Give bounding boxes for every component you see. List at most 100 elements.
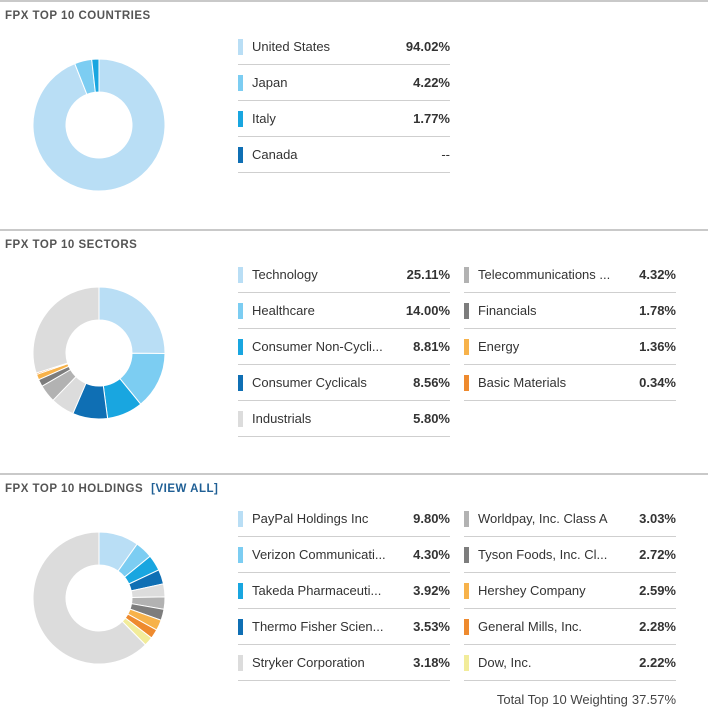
row-label: Takeda Pharmaceuti... [252,583,382,598]
sectors-section: FPX TOP 10 SECTORS Technology 25.11% Healt… [0,229,708,473]
row-value: 3.03% [639,511,676,526]
sectors-row-energy: Energy 1.36% [464,329,676,365]
sectors-row-technology: Technology 25.11% [238,257,450,293]
row-value: 4.22% [413,75,450,90]
row-value: 25.11% [406,267,450,282]
legend-swatch [464,582,469,599]
sectors-row-telecommunications: Telecommunications ... 4.32% [464,257,676,293]
countries-slice-italy [91,58,100,93]
total-weighting-value: 37.57% [631,692,676,707]
row-label: General Mills, Inc. [478,619,583,634]
holdings-row-general-mills-inc: General Mills, Inc. 2.28% [464,609,676,645]
view-all-link[interactable]: [VIEW ALL] [151,483,219,495]
row-label: Thermo Fisher Scien... [252,619,384,634]
sectors-list-left: Technology 25.11% Healthcare 14.00% Consumer… [238,257,450,437]
row-value: 2.72% [639,547,676,562]
holdings-row-hershey-company: Hershey Company 2.59% [464,573,676,609]
legend-swatch [238,38,243,55]
legend-swatch [464,338,469,355]
sectors-row-financials: Financials 1.78% [464,293,676,329]
section-divider [0,229,708,231]
row-value: 8.81% [413,339,450,354]
legend-swatch [464,546,469,563]
sectors-row-consumer-non-cycli: Consumer Non-Cycli... 8.81% [238,329,450,365]
section-divider [0,0,708,2]
row-value: 2.28% [639,619,676,634]
row-value: 14.00% [405,303,450,318]
row-value: 1.36% [639,339,676,354]
row-value: 2.59% [639,583,676,598]
row-value: 1.77% [413,111,450,126]
total-weighting: Total Top 10 Weighting 37.57% [493,692,676,707]
row-value: 4.30% [413,547,450,562]
row-label: Technology [252,267,318,282]
countries-row-japan: Japan 4.22% [238,65,450,101]
sectors-slice-other [32,286,100,374]
legend-swatch [464,510,469,527]
row-label: Japan [252,75,288,90]
legend-swatch [464,374,469,391]
row-label: Verizon Communicati... [252,547,386,562]
sectors-row-consumer-cyclicals: Consumer Cyclicals 8.56% [238,365,450,401]
legend-swatch [238,410,243,427]
row-value: 2.22% [639,655,676,670]
sectors-row-industrials: Industrials 5.80% [238,401,450,437]
legend-swatch [238,266,243,283]
row-value: 94.02% [405,39,450,54]
countries-slice-united-states [32,58,166,192]
sectors-title: FPX TOP 10 SECTORS [5,239,138,251]
legend-swatch [238,374,243,391]
legend-swatch [464,266,469,283]
row-value: 3.92% [413,583,450,598]
countries-row-italy: Italy 1.77% [238,101,450,137]
legend-swatch [464,302,469,319]
legend-swatch [238,654,243,671]
countries-list: United States 94.02% Japan 4.22% Italy 1.77% C… [238,29,450,173]
row-label: Stryker Corporation [252,655,365,670]
holdings-row-verizon-communicati: Verizon Communicati... 4.30% [238,537,450,573]
legend-swatch [238,338,243,355]
row-value: 9.80% [413,511,450,526]
row-value: -- [441,147,450,162]
row-label: Consumer Cyclicals [252,375,367,390]
holdings-title: FPX TOP 10 HOLDINGS [VIEW ALL] [5,483,218,495]
countries-row-united-states: United States 94.02% [238,29,450,65]
holdings-donut-chart [32,531,166,665]
row-value: 3.53% [413,619,450,634]
holdings-row-stryker-corporation: Stryker Corporation 3.18% [238,645,450,681]
row-value: 3.18% [413,655,450,670]
countries-title: FPX TOP 10 COUNTRIES [5,10,151,22]
countries-section: FPX TOP 10 COUNTRIES United States 94.02%… [0,0,708,228]
holdings-row-takeda-pharmaceuti: Takeda Pharmaceuti... 3.92% [238,573,450,609]
legend-swatch [238,510,243,527]
row-label: Italy [252,111,276,126]
legend-swatch [238,74,243,91]
row-label: Canada [252,147,298,162]
row-label: Healthcare [252,303,315,318]
row-value: 8.56% [413,375,450,390]
holdings-row-dow-inc: Dow, Inc. 2.22% [464,645,676,681]
countries-row-canada: Canada -- [238,137,450,173]
row-label: Telecommunications ... [478,267,611,282]
countries-donut-chart [32,58,166,192]
row-label: Basic Materials [478,375,567,390]
row-value: 4.32% [639,267,676,282]
legend-swatch [238,582,243,599]
row-value: 5.80% [413,411,450,426]
section-divider [0,473,708,475]
sectors-list-right: Telecommunications ... 4.32% Financials 1.7… [464,257,676,401]
holdings-section: FPX TOP 10 HOLDINGS [VIEW ALL] PayPal Hol… [0,473,708,716]
row-label: Consumer Non-Cycli... [252,339,383,354]
sectors-row-healthcare: Healthcare 14.00% [238,293,450,329]
legend-swatch [238,110,243,127]
holdings-row-tyson-foods-inc-cl: Tyson Foods, Inc. Cl... 2.72% [464,537,676,573]
row-label: Hershey Company [478,583,586,598]
holdings-row-paypal-holdings-inc: PayPal Holdings Inc 9.80% [238,501,450,537]
row-label: Dow, Inc. [478,655,532,670]
legend-swatch [464,654,469,671]
sectors-slice-technology [98,286,166,354]
holdings-list-right: Worldpay, Inc. Class A 3.03% Tyson Foods, … [464,501,676,681]
holdings-slice-other [32,531,147,665]
legend-swatch [238,146,243,163]
sectors-row-basic-materials: Basic Materials 0.34% [464,365,676,401]
